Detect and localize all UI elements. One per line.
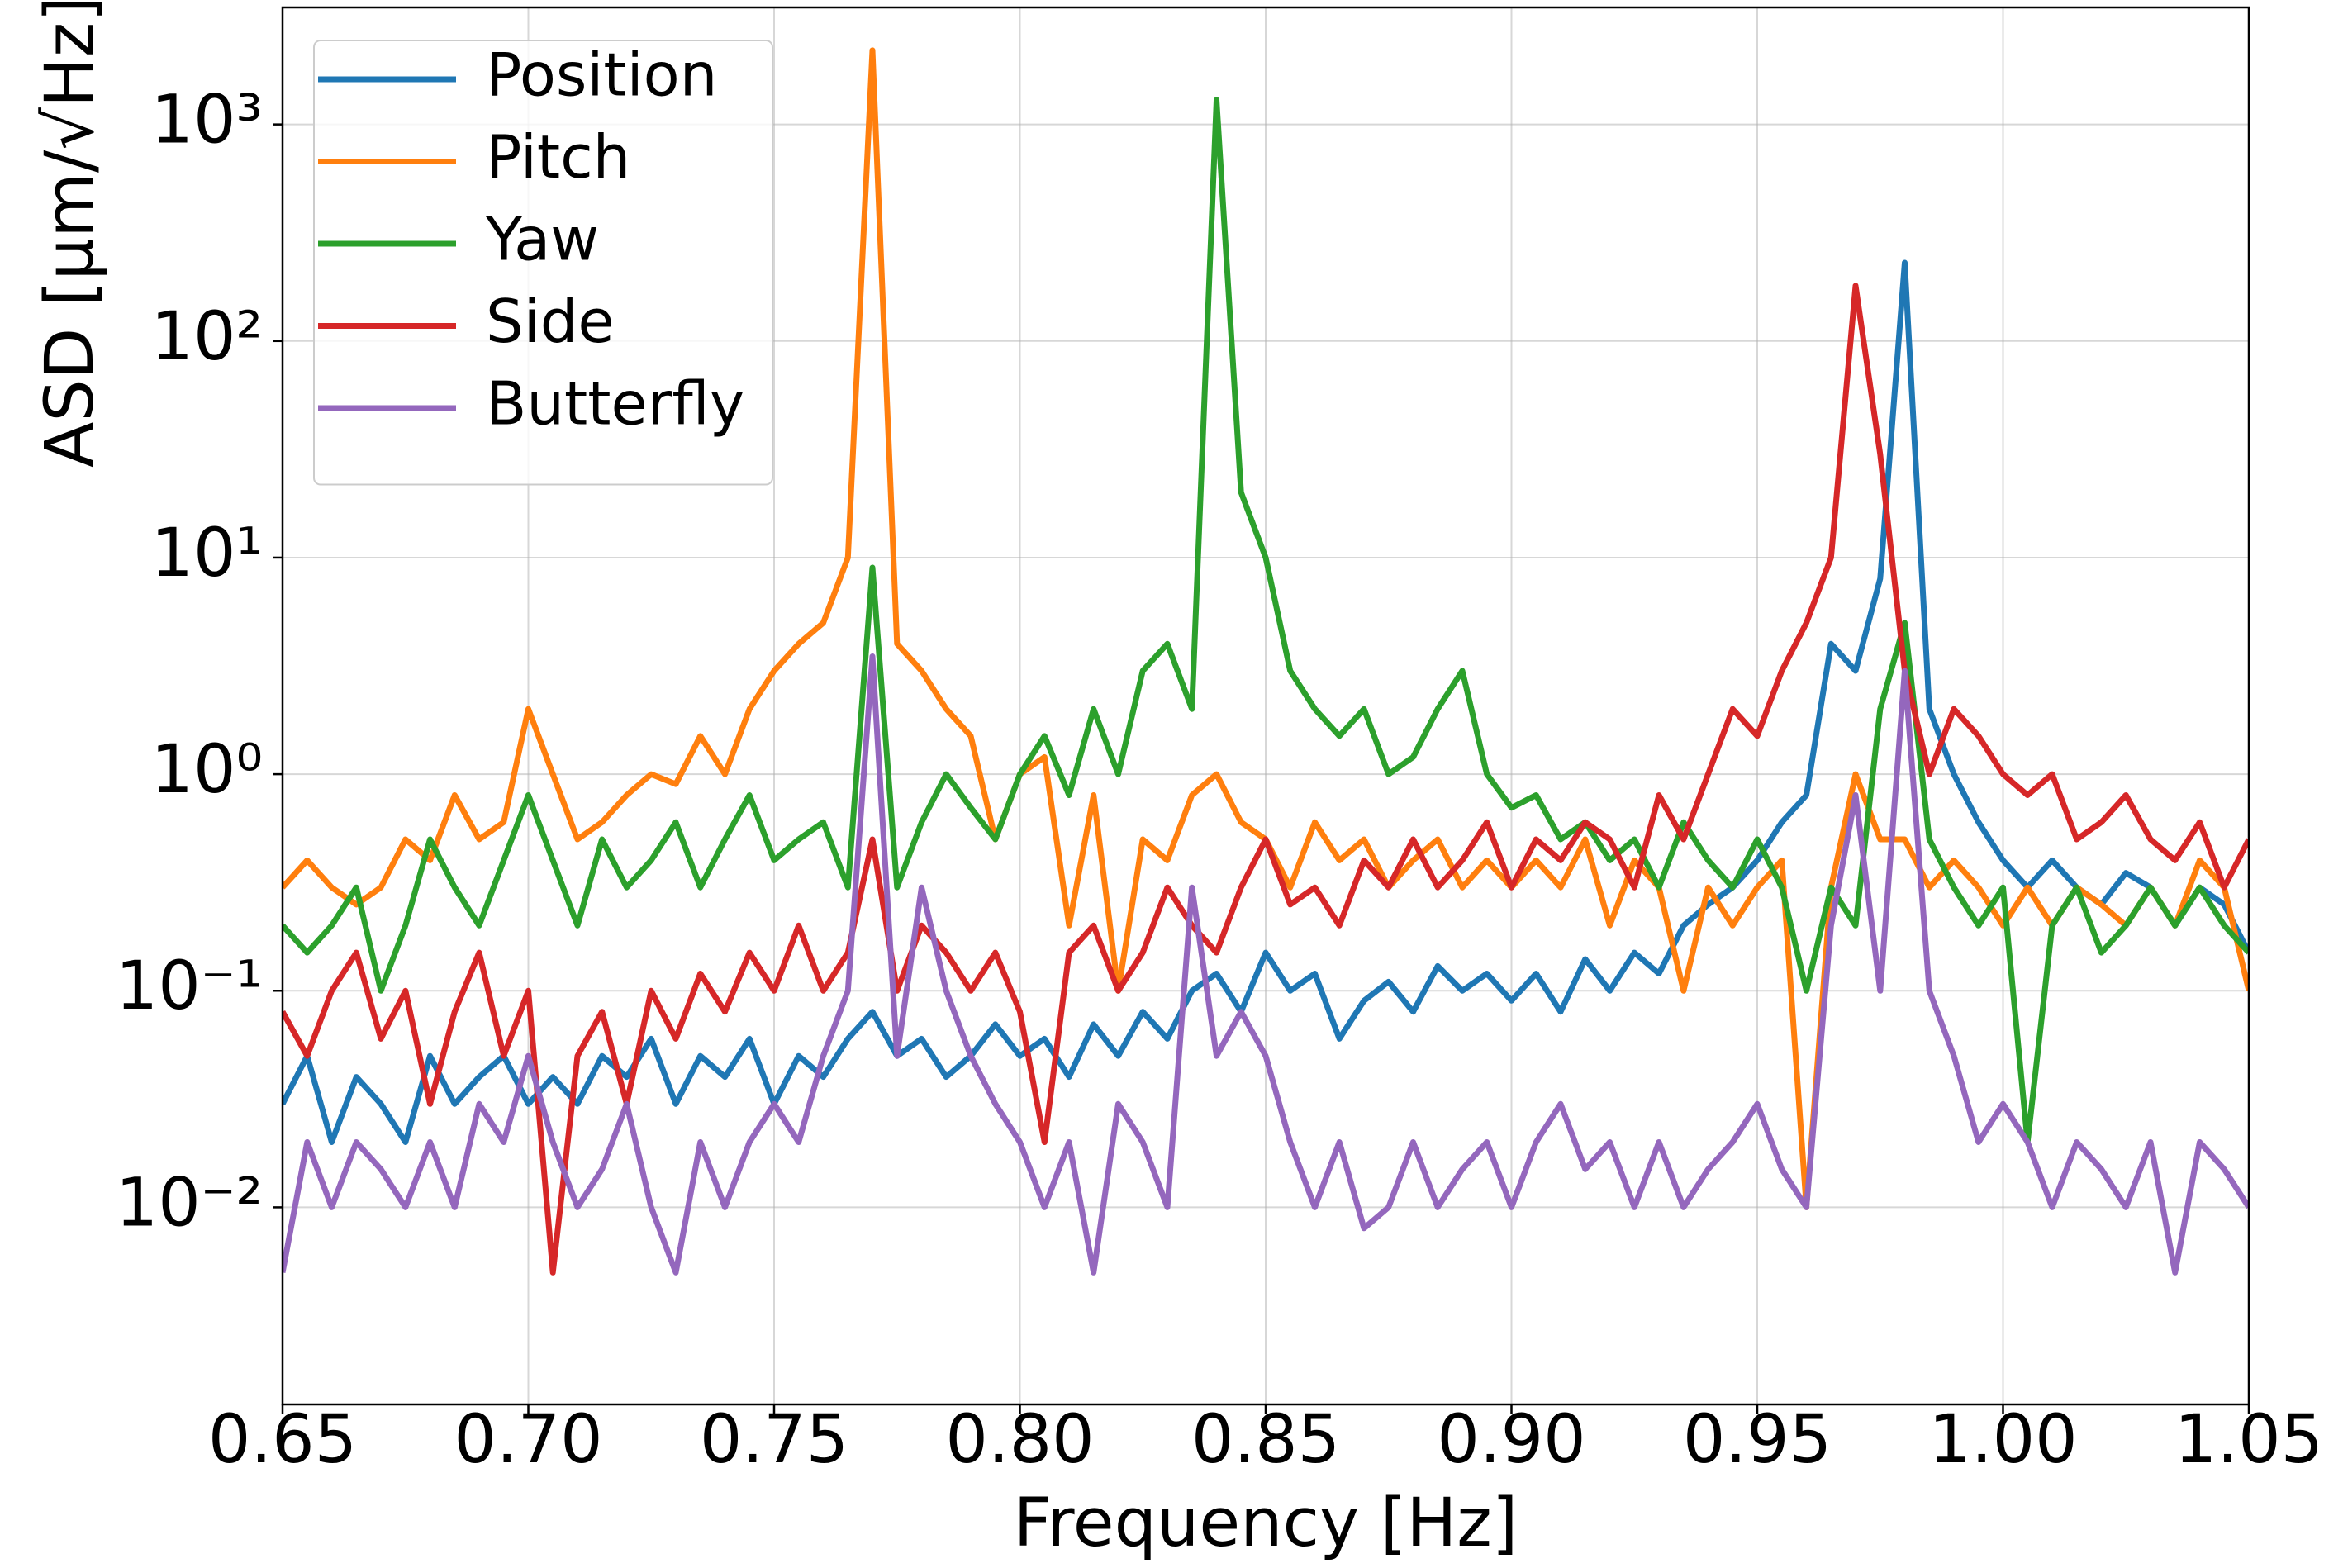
- series-line: [283, 283, 2249, 1276]
- legend-label: Position: [486, 40, 717, 110]
- legend-box: [313, 40, 773, 486]
- y-tick-label: 10³: [150, 82, 263, 159]
- ticks: 0.65 0.70 0.75 0.80 0.85 0.90 0.95 1.00 1.05 10⁻²…: [116, 82, 2323, 1479]
- y-tick-label: 10²: [150, 298, 263, 376]
- x-tick-label: 0.75: [700, 1401, 848, 1479]
- legend: Position Pitch Yaw Side Butterfly: [313, 40, 773, 486]
- x-tick-label: 0.85: [1191, 1401, 1340, 1479]
- x-axis-label: Frequency [Hz]: [1014, 1485, 1518, 1562]
- x-tick-label: 1.05: [2174, 1401, 2323, 1479]
- series-line: [283, 97, 2249, 1145]
- x-tick-label: 1.00: [1928, 1401, 2077, 1479]
- y-tick-label: 10¹: [150, 515, 263, 592]
- x-tick-label: 0.95: [1683, 1401, 1832, 1479]
- series-line: [283, 259, 2249, 1145]
- y-tick-label: 10⁻²: [116, 1164, 263, 1242]
- y-tick-label: 10⁰: [150, 731, 263, 809]
- x-tick-label: 0.70: [454, 1401, 602, 1479]
- x-tick-label: 0.90: [1437, 1401, 1585, 1479]
- y-axis-label: ASD [μm/√Hz]: [31, 0, 109, 468]
- plot-lines: [283, 47, 2249, 1276]
- legend-label: Pitch: [486, 122, 630, 192]
- y-tick-label: 10⁻¹: [116, 948, 263, 1025]
- series-line: [283, 653, 2249, 1276]
- legend-label: Yaw: [485, 205, 599, 274]
- x-tick-label: 0.65: [208, 1401, 357, 1479]
- legend-label: Side: [486, 287, 615, 356]
- legend-label: Butterfly: [486, 369, 744, 439]
- x-tick-label: 0.80: [945, 1401, 1094, 1479]
